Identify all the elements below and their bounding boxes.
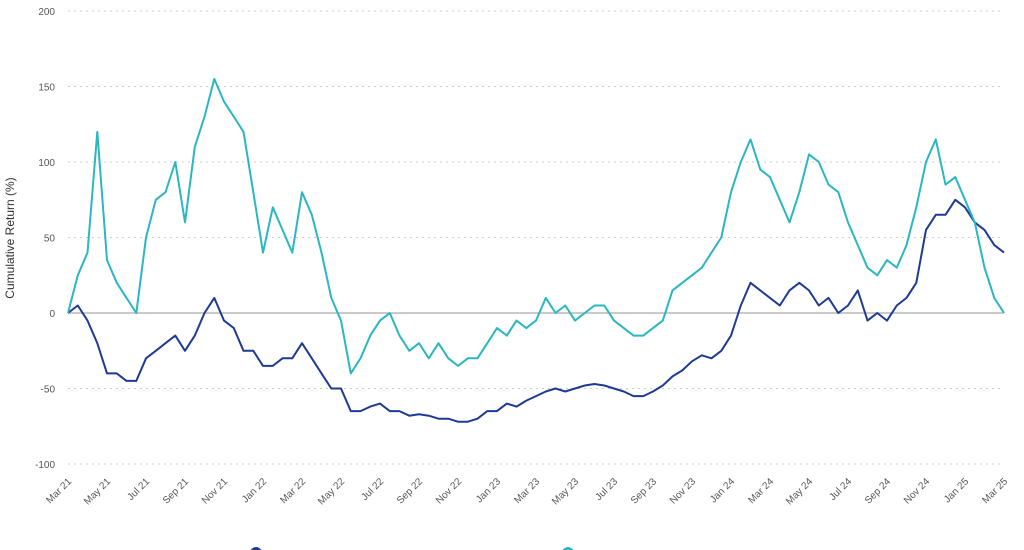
- x-tick-label: Jul 21: [125, 476, 152, 503]
- x-tick-label: Jul 23: [593, 476, 620, 503]
- legend: [250, 547, 574, 550]
- y-axis-ticks: 200 150 100 50 0 -50 -100: [35, 7, 55, 471]
- y-tick-label: 150: [38, 83, 55, 94]
- series-lines: [67, 77, 1005, 423]
- x-tick-label: Jan 22: [240, 476, 269, 505]
- x-tick-label: Sep 24: [863, 476, 893, 506]
- x-tick-label: May 22: [316, 476, 347, 507]
- series-line-1: [67, 198, 1005, 423]
- x-tick-label: Mar 23: [512, 476, 542, 506]
- series-line-2: [67, 77, 1005, 375]
- x-tick-label: Nov 21: [200, 476, 230, 506]
- x-axis-ticks: Mar 21 May 21 Jul 21 Sep 21 Nov 21 Jan 22 Mar …: [44, 476, 1010, 507]
- y-tick-label: -50: [41, 385, 56, 396]
- y-tick-label: 100: [38, 158, 55, 169]
- legend-marker-series-2: [562, 547, 574, 550]
- x-tick-label: Nov 24: [902, 476, 932, 506]
- y-axis-label: Cumulative Return (%): [3, 177, 17, 298]
- x-tick-label: Jan 25: [942, 476, 971, 505]
- x-tick-label: Jan 23: [474, 476, 503, 505]
- y-tick-label: 50: [44, 234, 56, 245]
- x-tick-label: Nov 23: [668, 476, 698, 506]
- x-tick-label: Sep 22: [395, 476, 425, 506]
- x-tick-label: Mar 21: [44, 476, 74, 506]
- x-tick-label: May 24: [784, 476, 815, 507]
- x-tick-label: Jul 24: [827, 476, 854, 503]
- x-tick-label: Mar 22: [278, 476, 308, 506]
- x-tick-label: Jan 24: [708, 476, 737, 505]
- x-tick-label: Sep 21: [161, 476, 191, 506]
- y-tick-label: 0: [49, 309, 55, 320]
- y-tick-label: 200: [38, 7, 55, 18]
- x-tick-label: Mar 25: [980, 476, 1010, 506]
- x-tick-label: Nov 22: [434, 476, 464, 506]
- x-tick-label: May 21: [82, 476, 113, 507]
- x-tick-label: Mar 24: [746, 476, 776, 506]
- y-tick-label: -100: [35, 460, 55, 471]
- x-tick-label: May 23: [550, 476, 581, 507]
- legend-marker-series-1: [250, 547, 262, 550]
- grid-lines: [68, 10, 1004, 465]
- x-tick-label: Sep 23: [629, 476, 659, 506]
- x-tick-label: Jul 22: [359, 476, 386, 503]
